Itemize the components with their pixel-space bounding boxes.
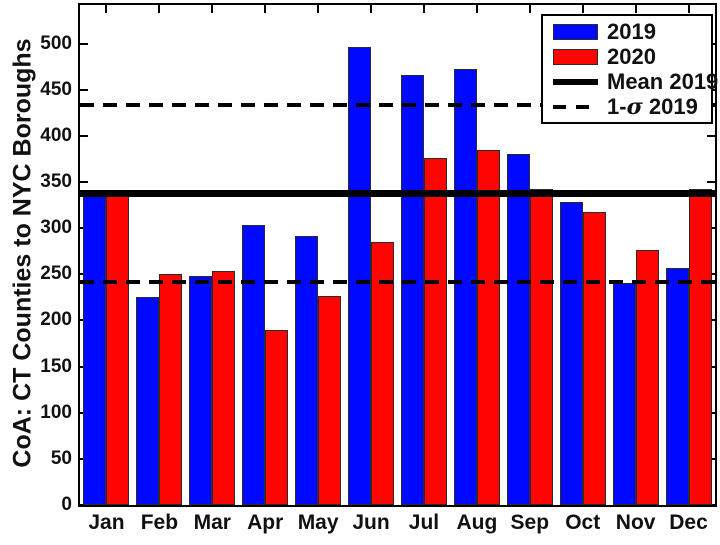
bar-2020-jul bbox=[423, 158, 447, 505]
x-tick-mark bbox=[158, 5, 161, 13]
bar-2019-jun bbox=[348, 47, 372, 505]
x-tick-mark bbox=[211, 5, 214, 13]
x-tick-label: Mar bbox=[193, 511, 231, 534]
legend-label-2019: 2019 bbox=[607, 18, 656, 44]
x-tick-label: Feb bbox=[140, 511, 179, 534]
y-tick-mark bbox=[80, 88, 88, 91]
x-tick-label: May bbox=[297, 511, 339, 534]
legend-entry-2020: 2020 bbox=[543, 43, 711, 69]
bar-2019-aug bbox=[453, 68, 477, 505]
legend: 2019 2020 Mean 2019 1-σ 2019 bbox=[541, 14, 718, 124]
bar-2020-nov bbox=[635, 250, 659, 505]
x-tick-mark bbox=[528, 5, 531, 13]
bar-2020-dec bbox=[688, 188, 712, 505]
y-tick-label: 300 bbox=[40, 217, 72, 239]
x-tick-label: Dec bbox=[669, 511, 708, 534]
bar-2020-apr bbox=[265, 329, 289, 505]
bar-2019-dec bbox=[665, 267, 689, 505]
bar-2019-jul bbox=[400, 75, 424, 505]
y-tick-mark bbox=[707, 181, 715, 184]
bar-2019-sep bbox=[506, 153, 530, 505]
x-tick-label: Nov bbox=[615, 511, 656, 534]
legend-entry-sigma-2019: 1-σ 2019 bbox=[543, 93, 711, 120]
legend-entry-2019: 2019 bbox=[543, 18, 711, 44]
x-tick-label: Apr bbox=[247, 511, 284, 534]
bar-2020-mar bbox=[212, 270, 236, 505]
x-tick-label: Aug bbox=[456, 511, 498, 534]
mean-2019-line bbox=[80, 189, 715, 197]
x-tick-mark bbox=[687, 5, 690, 13]
x-tick-label: Jan bbox=[88, 511, 125, 534]
legend-entry-mean-2019: Mean 2019 bbox=[543, 69, 718, 94]
y-tick-mark bbox=[707, 504, 715, 506]
x-tick-mark bbox=[370, 5, 373, 13]
bar-2019-apr bbox=[242, 224, 266, 505]
bar-2020-jun bbox=[371, 242, 395, 505]
bar-2019-oct bbox=[559, 201, 583, 505]
y-tick-label: 400 bbox=[40, 124, 72, 146]
y-tick-mark bbox=[707, 134, 715, 137]
bar-2019-may bbox=[295, 235, 319, 505]
sigma-2019-line bbox=[80, 279, 715, 284]
x-tick-label: Oct bbox=[565, 511, 601, 534]
x-tick-label: Sep bbox=[510, 511, 550, 534]
legend-swatch-2019-icon bbox=[553, 23, 598, 40]
sigma-2019-line bbox=[80, 102, 715, 107]
bar-2020-aug bbox=[476, 149, 500, 505]
x-tick-mark bbox=[264, 5, 267, 13]
legend-label-sigma-2019: 1-σ 2019 bbox=[607, 93, 698, 120]
bar-2019-jan bbox=[83, 193, 107, 505]
x-tick-mark bbox=[317, 5, 320, 13]
y-tick-label: 0 bbox=[61, 494, 72, 515]
x-tick-label: Jun bbox=[352, 511, 390, 534]
x-tick-mark bbox=[105, 5, 108, 13]
x-tick-mark bbox=[634, 5, 637, 13]
sigma-symbol: σ bbox=[626, 93, 643, 120]
y-tick-label: 100 bbox=[40, 401, 72, 423]
y-tick-mark bbox=[80, 504, 88, 506]
x-tick-label: Jul bbox=[408, 511, 440, 534]
y-tick-label: 450 bbox=[40, 78, 72, 100]
bar-2020-feb bbox=[159, 274, 183, 505]
legend-solid-line-icon bbox=[553, 78, 598, 85]
plot-area: 2019 2020 Mean 2019 1-σ 2019 bbox=[78, 3, 718, 507]
y-tick-mark bbox=[80, 134, 88, 137]
y-tick-label: 150 bbox=[40, 355, 72, 377]
bar-2019-mar bbox=[189, 276, 213, 505]
legend-dashed-line-icon bbox=[553, 104, 598, 109]
bar-2019-nov bbox=[612, 282, 636, 505]
bar-2020-oct bbox=[582, 211, 606, 505]
legend-swatch-2020-icon bbox=[553, 48, 598, 65]
bar-2020-jan bbox=[106, 189, 130, 505]
x-tick-mark bbox=[422, 5, 425, 13]
y-axis-tick-labels: 0 50 100 150 200 250 300 350 400 450 500 bbox=[0, 0, 72, 545]
bar-2020-may bbox=[318, 295, 342, 505]
y-tick-label: 500 bbox=[40, 32, 72, 54]
y-tick-mark bbox=[80, 42, 88, 45]
legend-label-mean-2019: Mean 2019 bbox=[607, 68, 719, 94]
y-tick-label: 200 bbox=[40, 309, 72, 331]
legend-label-2020: 2020 bbox=[607, 43, 656, 69]
y-tick-label: 350 bbox=[40, 171, 72, 193]
bar-2019-feb bbox=[136, 296, 160, 505]
y-tick-label: 50 bbox=[50, 447, 72, 469]
x-tick-mark bbox=[581, 5, 584, 13]
y-tick-mark bbox=[80, 181, 88, 184]
x-tick-mark bbox=[475, 5, 478, 13]
bar-2020-sep bbox=[529, 188, 553, 505]
x-axis-tick-labels: Jan Feb Mar Apr May Jun Jul Aug Sep Oct Nov Dec bbox=[80, 511, 715, 543]
y-tick-label: 250 bbox=[40, 263, 72, 285]
